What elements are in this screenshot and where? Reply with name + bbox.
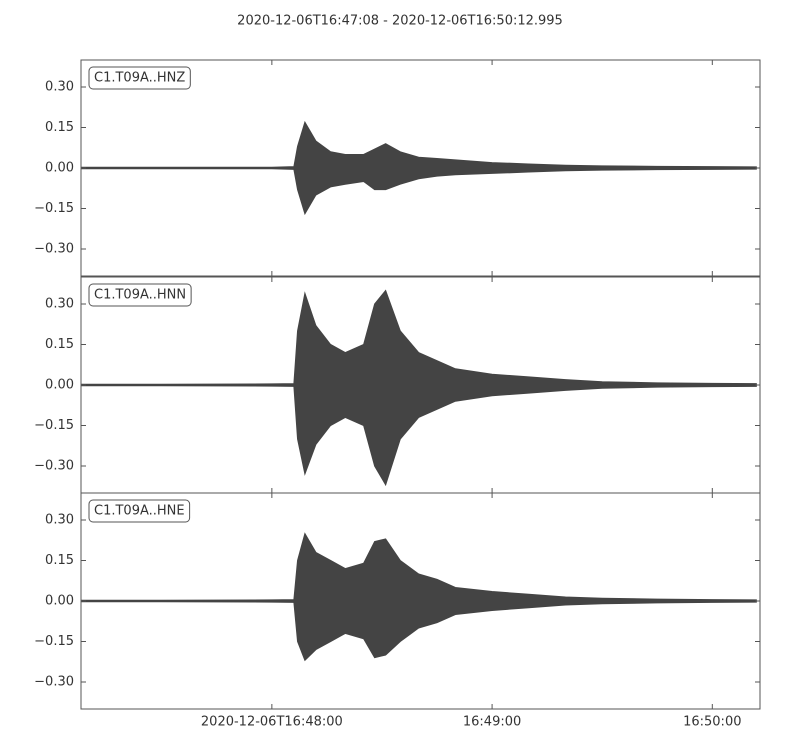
y-tick-label: 0.00 xyxy=(45,161,74,176)
y-tick-label: −0.30 xyxy=(34,459,74,474)
x-tick-label: 16:50:00 xyxy=(683,715,741,730)
y-tick-label: −0.30 xyxy=(34,242,74,257)
y-tick-label: 0.00 xyxy=(45,378,74,393)
y-tick-label: −0.15 xyxy=(34,201,74,216)
waveform-envelope xyxy=(80,289,757,487)
channel-label-box xyxy=(88,66,191,90)
x-tick-label: 2020-12-06T16:48:00 xyxy=(201,715,343,730)
y-tick-label: 0.00 xyxy=(45,594,74,609)
x-tick-label: 16:49:00 xyxy=(463,715,521,730)
y-tick-label: 0.30 xyxy=(45,80,74,95)
y-tick-label: −0.15 xyxy=(34,418,74,433)
channel-label: C1.T09A..HNE xyxy=(94,504,185,519)
y-tick-label: 0.30 xyxy=(45,513,74,528)
y-tick-label: 0.30 xyxy=(45,297,74,312)
y-tick-label: 0.15 xyxy=(45,553,74,568)
channel-label: C1.T09A..HNZ xyxy=(94,71,185,86)
y-tick-label: −0.15 xyxy=(34,634,74,649)
waveform-envelope xyxy=(80,532,757,662)
channel-label-box xyxy=(88,499,191,523)
chart-title: 2020-12-06T16:47:08 - 2020-12-06T16:50:1… xyxy=(237,14,563,29)
waveform-envelope xyxy=(80,120,757,216)
y-tick-label: 0.15 xyxy=(45,337,74,352)
channel-label-box xyxy=(88,283,192,307)
y-tick-label: 0.15 xyxy=(45,120,74,135)
channel-label: C1.T09A..HNN xyxy=(94,288,186,303)
y-tick-label: −0.30 xyxy=(34,675,74,690)
